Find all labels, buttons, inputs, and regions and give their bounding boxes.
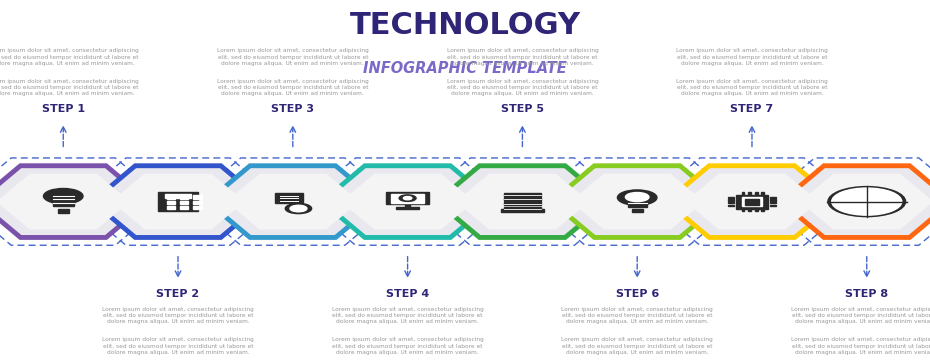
Bar [631, 209, 643, 212]
Polygon shape [685, 174, 818, 230]
Bar [736, 195, 768, 208]
Text: STEP 1: STEP 1 [42, 104, 85, 114]
Bar [770, 197, 777, 198]
Text: Lorem ipsum dolor sit amet, consectetur adipiscing
elit, sed do eiusmod tempor i: Lorem ipsum dolor sit amet, consectetur … [446, 79, 598, 96]
Bar [166, 201, 175, 204]
Circle shape [286, 203, 312, 213]
Text: Lorem ipsum dolor sit amet, consectetur adipiscing
elit, sed do eiusmod tempor i: Lorem ipsum dolor sit amet, consectetur … [217, 49, 368, 66]
Text: STEP 4: STEP 4 [386, 289, 430, 299]
Polygon shape [437, 166, 608, 238]
Circle shape [290, 205, 307, 212]
Bar [727, 197, 734, 198]
Text: Lorem ipsum dolor sit amet, consectetur adipiscing
elit, sed do eiusmod tempor i: Lorem ipsum dolor sit amet, consectetur … [790, 307, 930, 324]
Circle shape [44, 189, 83, 204]
Bar [755, 193, 758, 195]
Text: STEP 2: STEP 2 [156, 289, 200, 299]
Text: Lorem ipsum dolor sit amet, consectetur adipiscing
elit, sed do eiusmod tempor i: Lorem ipsum dolor sit amet, consectetur … [0, 49, 140, 66]
Polygon shape [92, 166, 263, 238]
Polygon shape [322, 166, 493, 238]
Text: INFOGRAPHIC TEMPLATE: INFOGRAPHIC TEMPLATE [363, 61, 567, 76]
Text: Lorem ipsum dolor sit amet, consectetur adipiscing
elit, sed do eiusmod tempor i: Lorem ipsum dolor sit amet, consectetur … [562, 337, 713, 355]
Circle shape [853, 196, 881, 207]
Bar [745, 198, 759, 205]
Circle shape [399, 195, 416, 201]
Polygon shape [667, 166, 838, 238]
Bar [749, 208, 751, 211]
Circle shape [844, 193, 890, 211]
Bar [741, 208, 744, 211]
Bar [193, 206, 202, 209]
Polygon shape [0, 174, 130, 230]
Bar [503, 202, 541, 205]
Bar [727, 199, 734, 201]
Circle shape [625, 193, 649, 202]
Bar [762, 193, 764, 195]
Bar [179, 195, 189, 199]
Polygon shape [456, 174, 589, 230]
Bar [503, 193, 541, 196]
Circle shape [828, 186, 906, 217]
Polygon shape [570, 174, 704, 230]
Text: Lorem ipsum dolor sit amet, consectetur adipiscing
elit, sed do eiusmod tempor i: Lorem ipsum dolor sit amet, consectetur … [446, 49, 598, 66]
Bar [392, 194, 424, 203]
Bar [628, 197, 646, 207]
Polygon shape [112, 174, 245, 230]
Text: Lorem ipsum dolor sit amet, consectetur adipiscing
elit, sed do eiusmod tempor i: Lorem ipsum dolor sit amet, consectetur … [102, 337, 254, 355]
Text: Lorem ipsum dolor sit amet, consectetur adipiscing
elit, sed do eiusmod tempor i: Lorem ipsum dolor sit amet, consectetur … [217, 79, 368, 96]
Polygon shape [341, 174, 474, 230]
Bar [503, 197, 541, 201]
Bar [165, 194, 192, 198]
Text: Lorem ipsum dolor sit amet, consectetur adipiscing
elit, sed do eiusmod tempor i: Lorem ipsum dolor sit amet, consectetur … [676, 79, 828, 96]
Bar [158, 192, 198, 211]
Bar [727, 202, 734, 203]
Text: STEP 8: STEP 8 [845, 289, 888, 299]
Bar [501, 210, 543, 212]
Bar [770, 199, 777, 201]
Text: Lorem ipsum dolor sit amet, consectetur adipiscing
elit, sed do eiusmod tempor i: Lorem ipsum dolor sit amet, consectetur … [332, 337, 484, 355]
Circle shape [831, 188, 902, 215]
Circle shape [618, 190, 657, 205]
Text: Lorem ipsum dolor sit amet, consectetur adipiscing
elit, sed do eiusmod tempor i: Lorem ipsum dolor sit amet, consectetur … [676, 49, 828, 66]
Bar [179, 201, 189, 204]
Polygon shape [551, 166, 723, 238]
Bar [58, 209, 69, 212]
Text: STEP 6: STEP 6 [616, 289, 658, 299]
Bar [166, 195, 175, 199]
Bar [503, 207, 541, 210]
Text: STEP 7: STEP 7 [730, 104, 774, 114]
Text: Lorem ipsum dolor sit amet, consectetur adipiscing
elit, sed do eiusmod tempor i: Lorem ipsum dolor sit amet, consectetur … [0, 79, 140, 96]
Bar [727, 204, 734, 206]
Text: Lorem ipsum dolor sit amet, consectetur adipiscing
elit, sed do eiusmod tempor i: Lorem ipsum dolor sit amet, consectetur … [562, 307, 713, 324]
Bar [396, 207, 419, 208]
Bar [387, 192, 429, 204]
Text: TECHNOLOGY: TECHNOLOGY [350, 11, 580, 40]
Bar [770, 204, 777, 206]
Bar [749, 193, 751, 195]
Bar [770, 202, 777, 203]
Bar [166, 206, 175, 209]
Polygon shape [781, 166, 930, 238]
Polygon shape [800, 174, 930, 230]
Bar [755, 208, 758, 211]
Bar [741, 197, 763, 206]
Bar [53, 196, 73, 206]
Text: Lorem ipsum dolor sit amet, consectetur adipiscing
elit, sed do eiusmod tempor i: Lorem ipsum dolor sit amet, consectetur … [102, 307, 254, 324]
Bar [193, 201, 202, 204]
Text: STEP 3: STEP 3 [272, 104, 314, 114]
Bar [741, 193, 744, 195]
Bar [179, 206, 189, 209]
Text: Lorem ipsum dolor sit amet, consectetur adipiscing
elit, sed do eiusmod tempor i: Lorem ipsum dolor sit amet, consectetur … [332, 307, 484, 324]
Polygon shape [226, 174, 360, 230]
Polygon shape [207, 166, 379, 238]
Bar [405, 204, 410, 207]
Circle shape [840, 191, 894, 212]
Circle shape [404, 197, 412, 200]
Text: STEP 5: STEP 5 [501, 104, 544, 114]
Bar [193, 195, 202, 199]
Bar [762, 208, 764, 211]
Bar [275, 193, 303, 203]
Text: Lorem ipsum dolor sit amet, consectetur adipiscing
elit, sed do eiusmod tempor i: Lorem ipsum dolor sit amet, consectetur … [790, 337, 930, 355]
Polygon shape [0, 166, 149, 238]
